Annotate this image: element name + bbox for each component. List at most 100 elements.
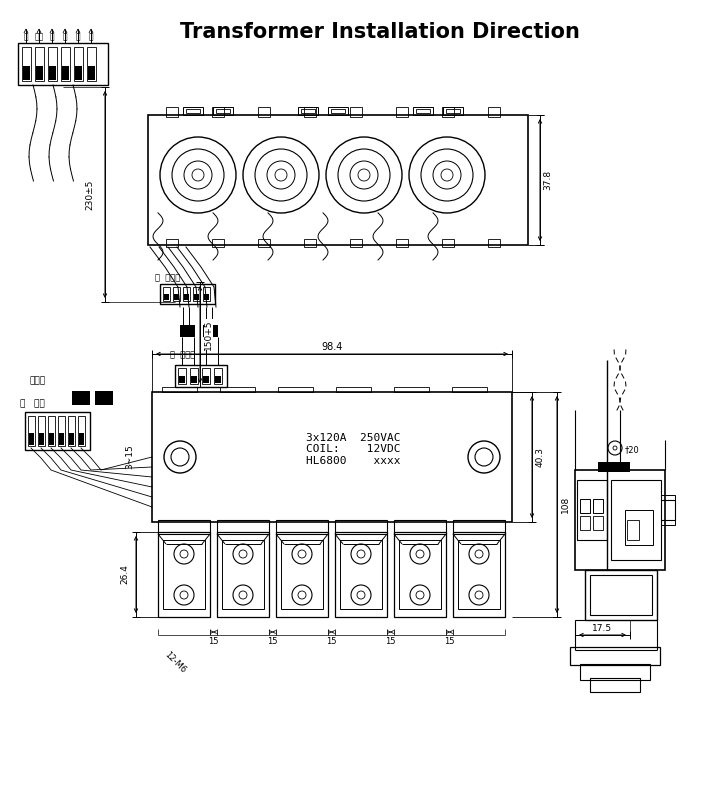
Bar [49, 433, 54, 445]
Bar [222, 540, 264, 609]
Bar [298, 107, 318, 115]
Bar [49, 66, 56, 80]
Bar [458, 540, 500, 609]
Bar [216, 109, 230, 113]
Bar [598, 462, 630, 472]
Text: 40.3: 40.3 [536, 447, 545, 467]
Bar [442, 107, 454, 117]
Text: 15: 15 [267, 637, 278, 646]
Bar [215, 376, 221, 383]
Text: 15: 15 [326, 637, 337, 646]
Bar [194, 294, 199, 300]
Bar [214, 368, 222, 384]
Text: †20: †20 [625, 446, 640, 454]
Bar [68, 416, 75, 446]
Text: 黑: 黑 [76, 32, 80, 41]
Bar [79, 433, 84, 445]
Bar [331, 109, 345, 113]
Bar [35, 47, 44, 81]
Bar [443, 107, 463, 115]
Bar [625, 510, 653, 545]
Bar [212, 239, 224, 247]
Bar [184, 294, 189, 300]
Text: 230±5: 230±5 [85, 179, 94, 210]
Bar [95, 391, 113, 405]
Bar [25, 412, 90, 450]
Bar [276, 532, 328, 617]
Text: 黑: 黑 [24, 32, 29, 41]
Bar [413, 107, 433, 115]
Text: 红  蓝蓝黄: 红 蓝蓝黄 [155, 273, 180, 282]
Bar [72, 391, 90, 405]
Bar [186, 109, 200, 113]
Bar [396, 107, 408, 117]
Bar [160, 284, 215, 304]
Bar [301, 109, 315, 113]
Bar [88, 66, 95, 80]
Bar [62, 66, 69, 80]
Bar [18, 43, 108, 85]
Bar [162, 387, 197, 392]
Bar [580, 664, 650, 680]
Bar [590, 678, 640, 692]
Text: 3~15: 3~15 [126, 445, 134, 470]
Bar [148, 115, 528, 245]
Bar [396, 239, 408, 247]
Bar [158, 532, 210, 617]
Bar [304, 107, 316, 117]
Bar [183, 287, 190, 301]
Text: 37.8: 37.8 [543, 170, 552, 190]
Bar [38, 416, 45, 446]
Bar [590, 575, 652, 615]
Bar [202, 368, 210, 384]
Text: 红: 红 [89, 32, 94, 41]
Bar [75, 66, 82, 80]
Bar [163, 540, 205, 609]
Text: 15: 15 [444, 637, 455, 646]
Bar [570, 647, 660, 665]
Bar [203, 376, 209, 383]
Bar [158, 520, 210, 534]
Bar [585, 570, 657, 620]
Bar [488, 239, 500, 247]
Bar [203, 325, 218, 337]
Bar [217, 532, 269, 617]
Bar [258, 107, 270, 117]
Bar [442, 239, 454, 247]
Bar [661, 495, 675, 525]
Bar [452, 387, 487, 392]
Bar [23, 66, 30, 80]
Bar [488, 107, 500, 117]
Bar [163, 287, 170, 301]
Bar [39, 433, 44, 445]
Bar [335, 520, 387, 534]
Bar [179, 376, 185, 383]
Bar [203, 287, 210, 301]
Bar [28, 416, 35, 446]
Text: 红绿: 红绿 [34, 32, 44, 41]
Bar [61, 47, 70, 81]
Bar [394, 387, 429, 392]
Bar [178, 368, 186, 384]
Bar [78, 416, 85, 446]
Bar [453, 532, 505, 617]
Bar [58, 416, 65, 446]
Text: 108: 108 [561, 496, 570, 513]
Bar [36, 66, 43, 80]
Bar [191, 376, 197, 383]
Bar [175, 365, 227, 387]
Text: 12-M6: 12-M6 [163, 650, 188, 675]
Bar [152, 392, 512, 522]
Bar [593, 499, 603, 513]
Bar [166, 107, 178, 117]
Bar [212, 107, 224, 117]
Bar [627, 520, 639, 540]
Text: 黄绿红: 黄绿红 [30, 376, 46, 385]
Bar [213, 107, 233, 115]
Text: 150+5: 150+5 [204, 319, 213, 350]
Bar [416, 109, 430, 113]
Bar [59, 433, 64, 445]
Text: 红: 红 [50, 32, 54, 41]
Text: 15: 15 [208, 637, 218, 646]
Bar [164, 294, 169, 300]
